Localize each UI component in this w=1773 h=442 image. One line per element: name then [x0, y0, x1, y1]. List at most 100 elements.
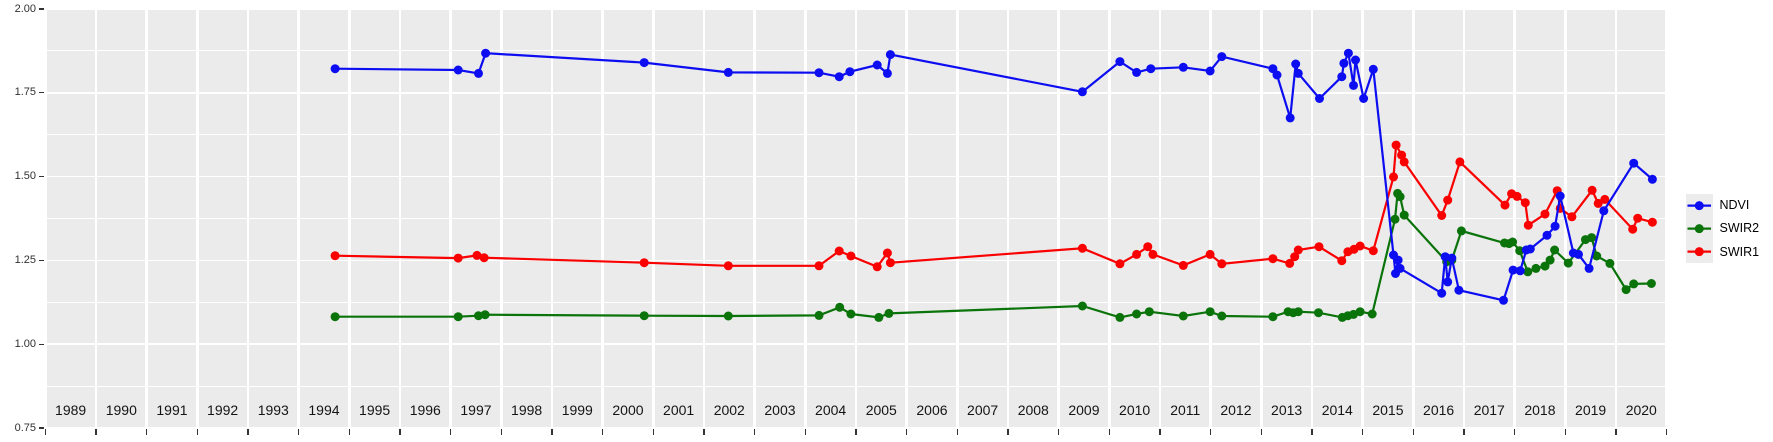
data-point-SWIR1 — [1115, 259, 1125, 269]
data-point-NDVI — [1542, 230, 1552, 240]
data-point-SWIR2 — [1178, 311, 1188, 321]
year-label: 2003 — [764, 402, 796, 418]
data-point-SWIR2 — [1205, 307, 1215, 317]
data-point-SWIR2 — [1456, 226, 1466, 236]
data-point-NDVI — [1574, 249, 1583, 259]
y-axis-tick — [39, 259, 44, 261]
year-label: 2000 — [612, 402, 644, 418]
data-point-SWIR2 — [1605, 258, 1615, 268]
x-axis-tick — [804, 429, 806, 435]
y-axis-tick — [39, 176, 44, 178]
data-point-NDVI — [1349, 80, 1358, 90]
data-point-NDVI — [1146, 64, 1156, 74]
x-axis-tick — [95, 429, 97, 435]
x-axis-tick — [551, 429, 553, 435]
x-axis-tick — [1311, 429, 1313, 435]
y-axis-tick-label: 0.75 — [14, 421, 36, 434]
year-label: 2011 — [1170, 402, 1201, 418]
year-label: 2010 — [1119, 402, 1151, 418]
x-axis-tick — [1412, 429, 1414, 435]
data-point-NDVI — [1359, 94, 1369, 103]
year-label: 2019 — [1575, 402, 1607, 418]
gridline-minor — [45, 134, 1667, 136]
year-label: 2017 — [1473, 402, 1505, 418]
year-label: 2016 — [1423, 402, 1455, 418]
data-point-NDVI — [330, 64, 340, 74]
data-point-NDVI — [453, 65, 463, 75]
data-point-SWIR1 — [1633, 213, 1643, 223]
year-label: 1993 — [257, 402, 289, 418]
data-point-SWIR2 — [1592, 251, 1602, 261]
data-point-SWIR1 — [1443, 195, 1453, 205]
gridline-major — [45, 343, 1667, 345]
y-axis-tick — [39, 427, 44, 429]
data-point-NDVI — [834, 72, 844, 82]
x-axis-tick — [1007, 429, 1009, 435]
x-axis-tick — [399, 429, 401, 435]
data-point-SWIR1 — [846, 251, 856, 261]
x-axis-tick — [298, 429, 300, 435]
data-point-SWIR2 — [1545, 255, 1555, 265]
x-axis-tick — [703, 429, 705, 435]
gridline-major — [45, 175, 1667, 178]
year-label: 2009 — [1068, 402, 1100, 418]
data-point-NDVI — [1351, 55, 1360, 65]
data-point-NDVI — [1443, 277, 1453, 287]
x-axis-tick — [1210, 429, 1212, 435]
data-point-SWIR1 — [1368, 246, 1378, 256]
legend-key-SWIR1 — [1686, 240, 1713, 264]
data-point-SWIR1 — [1512, 191, 1522, 201]
x-axis-tick — [146, 429, 148, 435]
data-point-SWIR1 — [639, 258, 649, 268]
data-point-SWIR1 — [1178, 260, 1188, 270]
data-point-SWIR2 — [884, 308, 894, 318]
data-point-SWIR2 — [1531, 263, 1541, 273]
data-point-NDVI — [1339, 58, 1349, 68]
data-point-NDVI — [1178, 62, 1188, 72]
data-point-SWIR1 — [1077, 243, 1087, 253]
data-point-SWIR2 — [1550, 245, 1560, 255]
data-point-SWIR1 — [330, 251, 340, 261]
data-point-SWIR2 — [1293, 307, 1303, 317]
data-point-NDVI — [1115, 57, 1125, 67]
gridline-major — [45, 427, 1667, 429]
data-point-SWIR1 — [834, 246, 844, 256]
data-point-SWIR1 — [1205, 249, 1215, 259]
y-axis-tick-label: 2.00 — [14, 2, 36, 15]
data-point-SWIR1 — [1399, 157, 1409, 167]
data-point-NDVI — [1285, 113, 1295, 123]
data-point-SWIR2 — [835, 302, 845, 312]
year-label: 1990 — [105, 402, 137, 418]
x-axis-tick — [652, 429, 654, 435]
data-point-SWIR2 — [1399, 210, 1409, 220]
data-point-NDVI — [1293, 68, 1303, 78]
data-point-NDVI — [1647, 174, 1657, 184]
y-axis-tick-label: 1.25 — [14, 253, 36, 266]
data-point-SWIR2 — [1563, 258, 1573, 268]
year-label: 2013 — [1271, 402, 1303, 418]
year-label: 2020 — [1625, 402, 1657, 418]
data-point-NDVI — [1393, 255, 1403, 265]
data-point-SWIR1 — [814, 261, 824, 271]
x-axis-tick — [956, 429, 958, 435]
data-point-SWIR2 — [1621, 285, 1631, 295]
data-point-NDVI — [1315, 94, 1324, 103]
x-axis-tick — [754, 429, 756, 435]
data-point-SWIR2 — [1217, 311, 1227, 321]
gridline-minor — [45, 50, 1667, 52]
data-point-NDVI — [1454, 285, 1464, 295]
data-point-SWIR1 — [1437, 211, 1447, 220]
x-axis-tick — [1108, 429, 1110, 435]
data-point-NDVI — [474, 68, 483, 78]
data-point-NDVI — [1584, 263, 1594, 273]
x-axis-tick — [196, 429, 198, 435]
data-point-SWIR1 — [1148, 249, 1158, 259]
x-axis-tick — [1666, 429, 1668, 435]
year-label: 2005 — [865, 402, 897, 418]
data-point-SWIR1 — [885, 258, 895, 268]
data-point-SWIR2 — [1629, 279, 1639, 289]
gridline-major — [45, 8, 1667, 10]
gridline-minor — [45, 301, 1667, 303]
data-point-NDVI — [723, 67, 733, 77]
